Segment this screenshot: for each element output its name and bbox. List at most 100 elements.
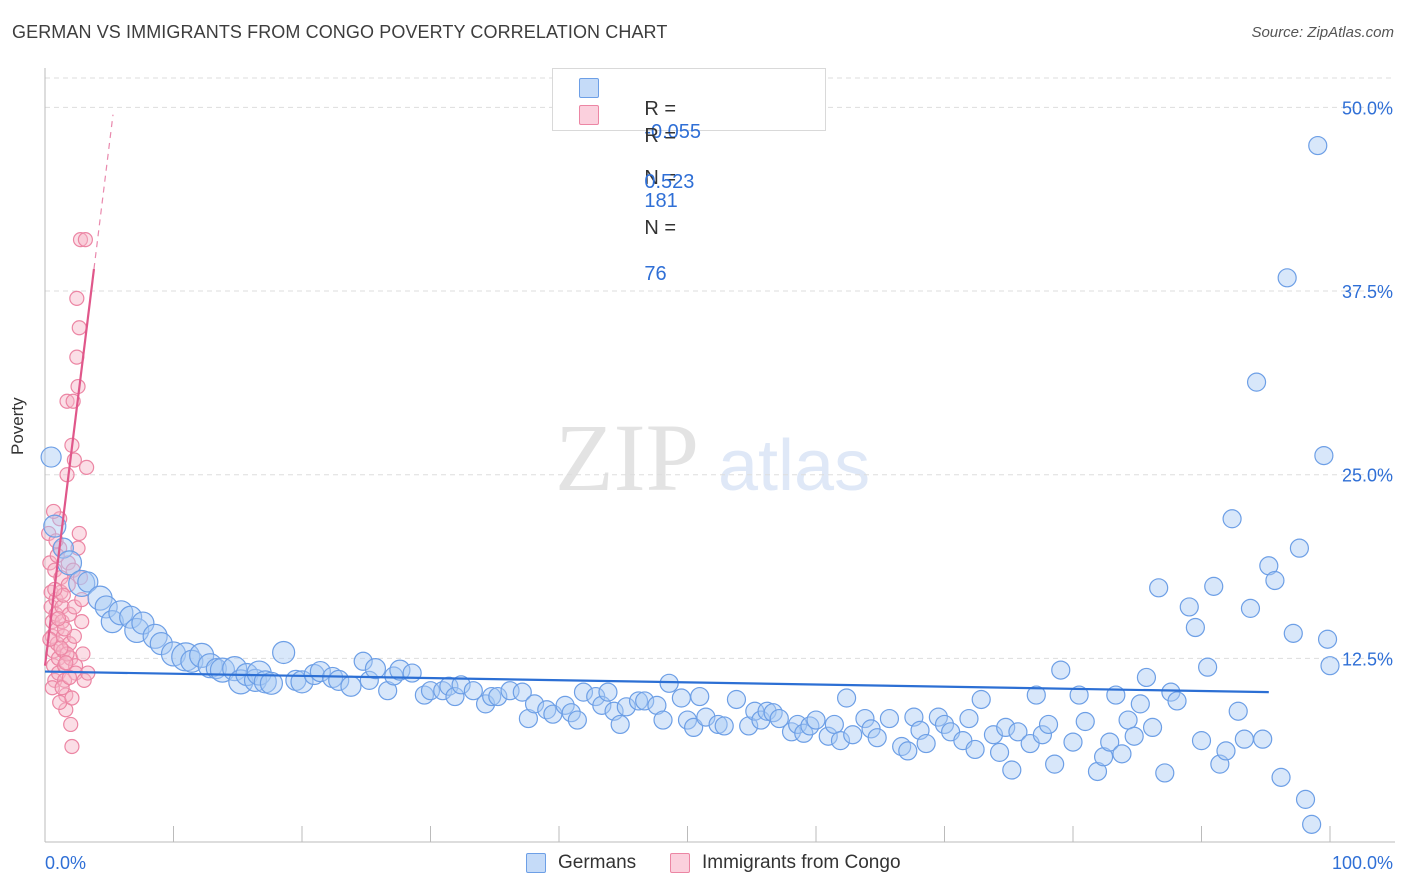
data-point-germans (524, 694, 545, 714)
y-tick-label: 25.0% (1342, 466, 1393, 486)
data-point-germans (843, 725, 863, 745)
data-point-congo (53, 640, 69, 656)
data-point-germans (1295, 789, 1316, 809)
data-point-germans (160, 641, 187, 667)
data-point-germans (340, 675, 362, 697)
data-point-germans (1002, 760, 1022, 780)
data-point-germans (445, 686, 465, 707)
data-point-germans (463, 681, 483, 701)
data-point-germans (1191, 731, 1212, 751)
legend-n-value: 76 (644, 263, 667, 285)
data-point-germans (653, 710, 673, 730)
legend-row-congo: R = 0.523 N = 76 (579, 102, 694, 285)
data-point-germans (616, 697, 636, 717)
data-point-germans (1308, 135, 1328, 156)
data-point-germans (142, 623, 168, 649)
data-point-germans (598, 682, 618, 702)
data-point-germans (671, 688, 691, 708)
data-point-congo (61, 669, 78, 686)
data-point-germans (1246, 372, 1267, 392)
data-point-germans (94, 595, 118, 619)
data-point-congo (58, 655, 74, 671)
legend-label-congo: Immigrants from Congo (702, 852, 901, 873)
watermark-atlas: atlas (718, 426, 870, 506)
data-point-germans (1179, 597, 1199, 617)
data-point-germans (1038, 714, 1059, 735)
data-point-congo (77, 232, 93, 248)
data-point-germans (488, 686, 508, 707)
data-point-germans (818, 726, 838, 746)
legend-row-germans: R = -0.055 N = 181 (579, 75, 701, 212)
legend-swatch-blue (526, 853, 546, 873)
source-label: Source: ZipAtlas.com (1251, 24, 1394, 41)
data-point-germans (1112, 744, 1132, 764)
data-point-germans (567, 710, 587, 730)
trend-line-congo-extension (93, 114, 114, 270)
legend-swatch-blue (579, 78, 599, 98)
legend-label-germans: Germans (558, 852, 637, 873)
legend-n-value: 181 (644, 190, 678, 212)
data-point-germans (1198, 657, 1218, 677)
data-point-germans (1302, 814, 1322, 834)
data-point-germans (259, 671, 284, 695)
data-point-germans (916, 733, 936, 754)
data-point-germans (659, 673, 679, 693)
data-point-germans (757, 701, 777, 721)
data-point-germans (684, 717, 704, 738)
data-point-germans (628, 691, 649, 711)
data-point-germans (512, 682, 532, 702)
data-point-germans (573, 682, 594, 702)
data-point-germans (303, 663, 325, 686)
data-point-germans (1118, 710, 1138, 730)
data-point-germans (353, 651, 373, 671)
legend-r-value: 0.523 (644, 171, 695, 193)
data-point-germans (1124, 726, 1144, 746)
data-point-germans (272, 640, 296, 665)
data-point-germans (1259, 556, 1279, 576)
legend-r-label: R = (644, 125, 677, 147)
watermark-zip: ZIP (555, 404, 699, 511)
trend-line-germans (44, 670, 1269, 694)
y-tick-label: 12.5% (1342, 649, 1393, 669)
data-point-germans (1277, 268, 1297, 288)
data-point-germans (1155, 763, 1175, 783)
data-point-congo (76, 672, 92, 688)
data-point-germans (1130, 694, 1150, 714)
data-point-germans (1051, 660, 1071, 680)
legend-r-value: -0.055 (644, 121, 702, 143)
legend-swatch-pink (579, 105, 599, 125)
data-point-germans (983, 725, 1004, 745)
data-point-germans (1289, 538, 1310, 558)
data-point-germans (726, 689, 747, 710)
data-point-congo (71, 525, 87, 542)
data-point-congo (64, 738, 80, 755)
data-point-germans (189, 642, 215, 669)
data-point-germans (965, 739, 985, 760)
data-point-germans (1228, 701, 1248, 721)
data-point-germans (1185, 617, 1205, 638)
data-point-germans (855, 708, 875, 729)
data-point-germans (824, 714, 844, 735)
data-point-congo (64, 690, 80, 706)
data-point-germans (1093, 747, 1114, 767)
data-point-congo (55, 587, 71, 603)
trend-line-congo (43, 268, 96, 666)
data-point-germans (996, 717, 1016, 738)
data-point-germans (378, 681, 398, 701)
data-point-germans (989, 742, 1010, 762)
data-point-germans (696, 707, 716, 727)
data-point-congo (74, 614, 90, 630)
legend-n-label: N = (644, 217, 677, 239)
data-point-congo (72, 232, 89, 248)
data-point-germans (830, 731, 851, 751)
data-point-germans (1087, 761, 1108, 782)
data-point-germans (708, 714, 728, 735)
data-point-germans (43, 514, 67, 538)
stats-legend: R = -0.055 N = 181 R = 0.523 N = 76 (552, 68, 826, 285)
data-point-germans (402, 663, 422, 683)
data-point-germans (739, 716, 759, 736)
y-axis-label: Poverty (8, 397, 27, 455)
data-point-germans (1100, 732, 1120, 752)
y-tick-label: 37.5% (1342, 282, 1393, 302)
data-point-germans (806, 710, 826, 730)
